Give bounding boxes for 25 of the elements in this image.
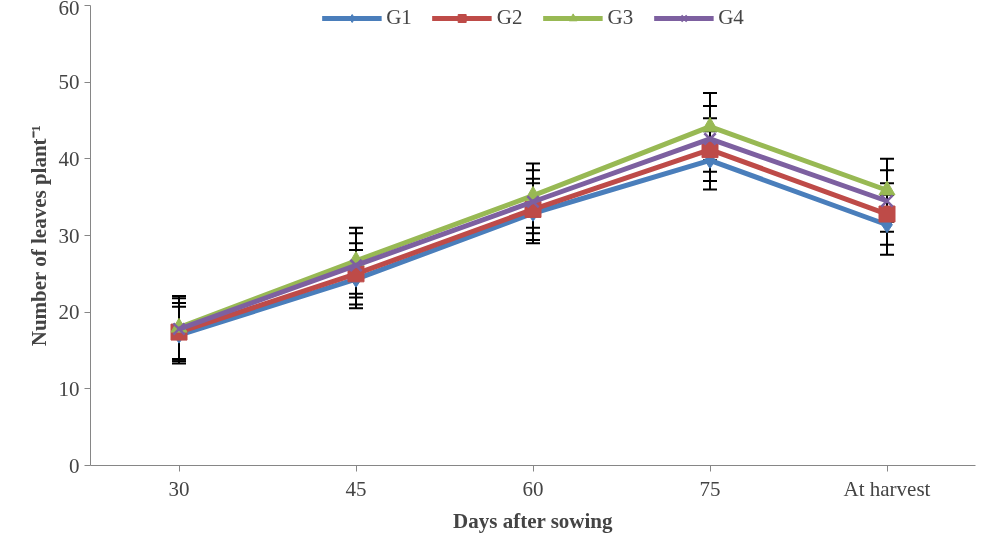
legend-label: G4 [718, 5, 744, 30]
point [880, 194, 894, 208]
x-tick-label: 60 [522, 476, 544, 501]
x-tick-label: 75 [699, 476, 721, 501]
y-tick-label: 60 [58, 0, 80, 20]
y-tick-label: 20 [58, 300, 80, 325]
x-axis-title: Days after sowing [453, 508, 614, 533]
x-tick-label: 30 [168, 476, 190, 501]
point [878, 205, 896, 223]
point [172, 322, 186, 336]
point [526, 194, 540, 209]
point [349, 258, 363, 273]
x-tick-label: 45 [345, 476, 367, 501]
legend-label: G3 [607, 5, 634, 30]
point [878, 180, 896, 196]
y-tick-label: 40 [58, 146, 80, 171]
legend-label: G2 [496, 5, 523, 30]
legend-label: G1 [386, 5, 412, 30]
y-tick-label: 30 [58, 223, 80, 248]
y-axis-title: Number of leaves plant⁻¹ [26, 125, 51, 347]
point [703, 131, 717, 146]
y-tick-label: 0 [69, 453, 80, 478]
y-tick-label: 50 [58, 70, 80, 95]
y-tick-label: 10 [58, 376, 80, 401]
x-tick-label: At harvest [843, 476, 931, 501]
